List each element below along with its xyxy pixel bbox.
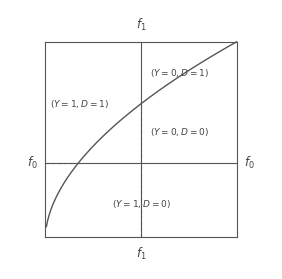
- Text: $f_1$: $f_1$: [136, 17, 146, 33]
- Text: $f_0$: $f_0$: [244, 155, 255, 171]
- Text: $(Y = 1, D = 1)$: $(Y = 1, D = 1)$: [50, 98, 109, 110]
- Text: $f_1$: $f_1$: [136, 246, 146, 262]
- Text: $(Y = 0, D = 1)$: $(Y = 0, D = 1)$: [150, 67, 209, 79]
- Text: $(Y = 0, D = 0)$: $(Y = 0, D = 0)$: [150, 126, 209, 138]
- Text: $(Y = 1, D = 0)$: $(Y = 1, D = 0)$: [112, 198, 170, 210]
- Text: $f_0$: $f_0$: [27, 155, 38, 171]
